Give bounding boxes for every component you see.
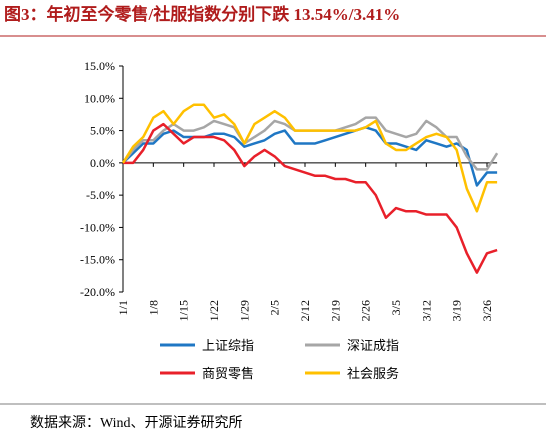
y-tick-label: -5.0% xyxy=(86,188,115,202)
y-tick-label: 5.0% xyxy=(90,124,115,138)
legend-label: 商贸零售 xyxy=(202,366,254,381)
x-tick-label: 3/26 xyxy=(480,300,494,321)
x-tick-label: 3/19 xyxy=(450,300,464,321)
y-tick-label: 15.0% xyxy=(84,59,115,73)
x-tick-label: 1/29 xyxy=(237,300,251,321)
y-tick-label: -10.0% xyxy=(80,220,115,234)
y-tick-label: 10.0% xyxy=(84,91,115,105)
series-line xyxy=(122,126,498,187)
chart-title: 图3：年初至今零售/社服指数分别下跌 13.54%/3.41% xyxy=(4,4,400,24)
y-tick-label: -20.0% xyxy=(80,285,115,299)
source: 数据来源：Wind、开源证券研究所 xyxy=(30,415,243,431)
x-tick-label: 2/5 xyxy=(268,300,282,315)
y-tick-label: 0.0% xyxy=(90,156,115,170)
legend-label: 上证综指 xyxy=(202,338,254,353)
x-tick-label: 2/26 xyxy=(359,300,373,321)
x-tick-label: 2/12 xyxy=(298,300,312,321)
x-tick-label: 1/1 xyxy=(116,300,130,315)
x-tick-label: 1/8 xyxy=(146,300,160,315)
legend-label: 深证成指 xyxy=(347,338,399,353)
x-tick-label: 3/5 xyxy=(389,300,403,315)
x-tick-label: 1/22 xyxy=(207,300,221,321)
y-tick-label: -15.0% xyxy=(80,253,115,267)
series-line xyxy=(121,103,498,213)
x-tick-label: 1/15 xyxy=(177,300,191,321)
x-tick-label: 3/12 xyxy=(419,300,433,321)
series-line xyxy=(123,122,498,274)
legend-label: 社会服务 xyxy=(347,366,399,381)
x-tick-label: 2/19 xyxy=(328,300,342,321)
